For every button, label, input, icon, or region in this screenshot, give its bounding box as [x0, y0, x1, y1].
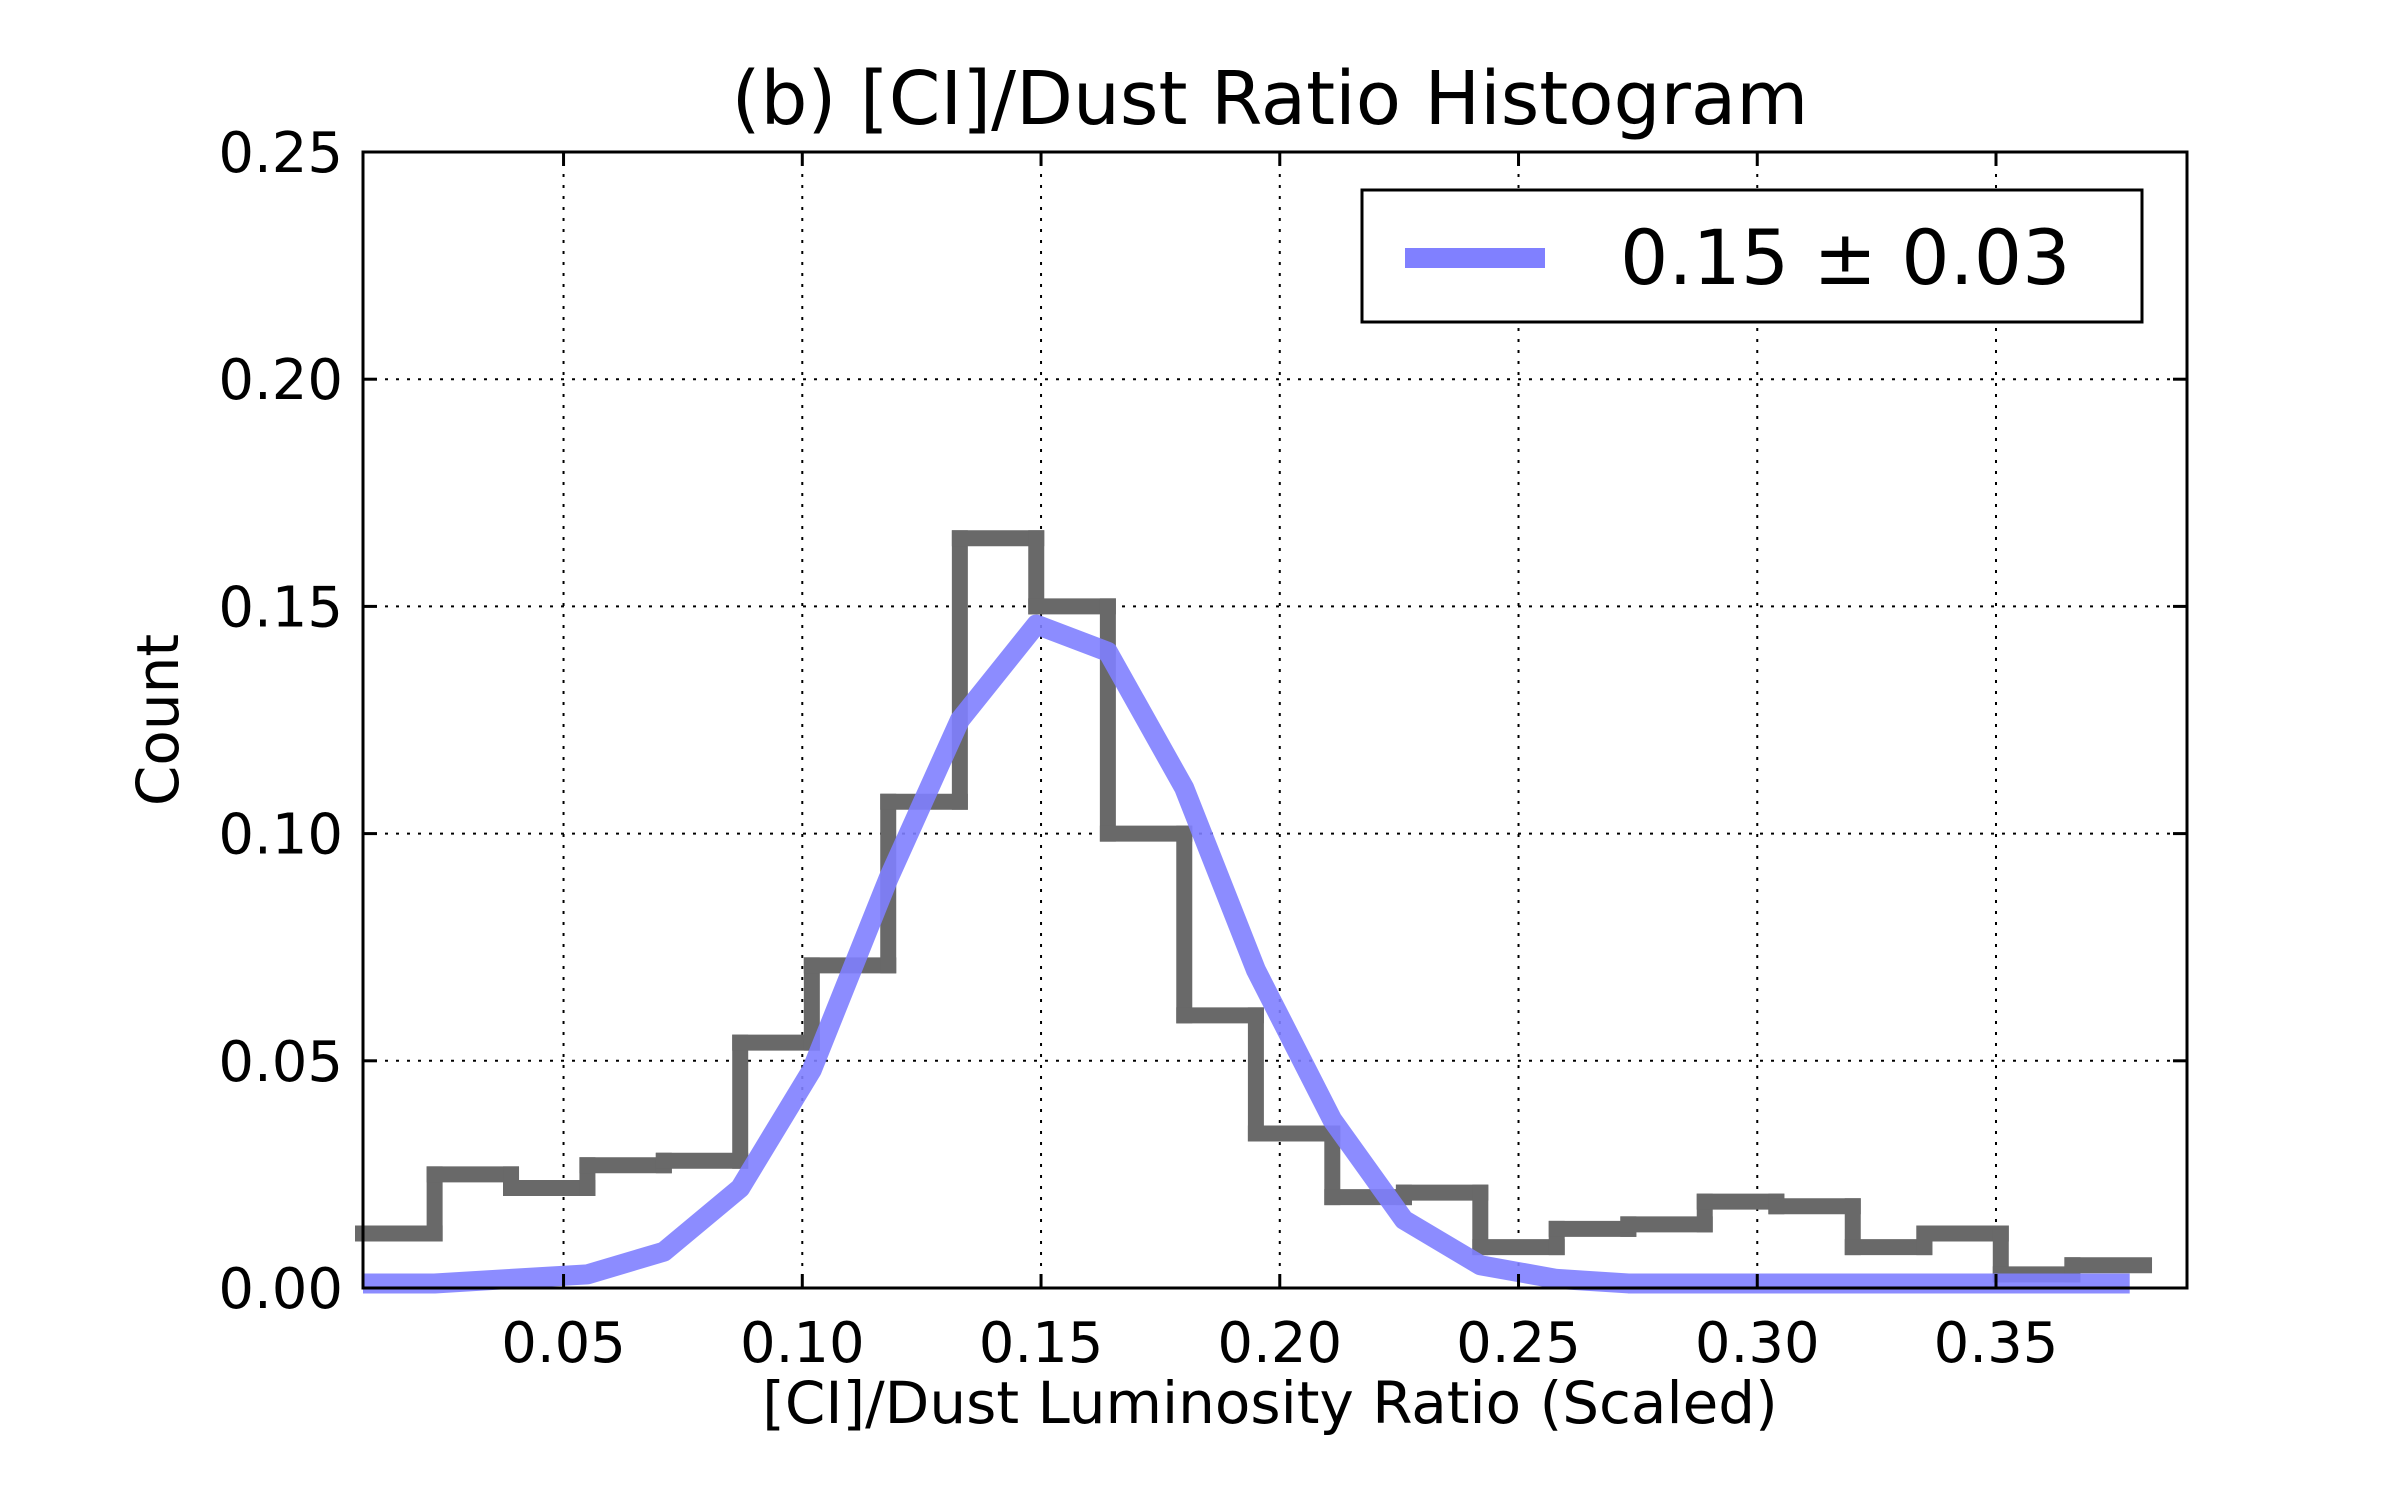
plot-frame	[361, 150, 2189, 1290]
x-tick-labels: 0.05 0.10 0.15 0.20 0.25 0.30 0.35	[501, 1311, 2058, 1376]
y-tick-label: 0.10	[218, 803, 343, 868]
chart-title: (b) [CI]/Dust Ratio Histogram	[732, 56, 1809, 142]
legend: 0.15 ± 0.03	[1360, 188, 2144, 324]
y-tick-label: 0.20	[218, 348, 343, 413]
axis-ticks	[363, 150, 2187, 1290]
y-tick-label: 0.25	[218, 121, 343, 186]
y-tick-label: 0.15	[218, 575, 343, 640]
y-tick-label: 0.05	[218, 1030, 343, 1095]
y-axis-title: Count	[124, 634, 192, 806]
y-tick-labels: 0.00 0.05 0.10 0.15 0.20 0.25	[218, 121, 343, 1322]
gaussian-fit-line	[363, 614, 2130, 1294]
x-tick-label: 0.05	[501, 1311, 626, 1376]
x-tick-label: 0.15	[979, 1311, 1104, 1376]
x-tick-label: 0.25	[1456, 1311, 1581, 1376]
y-tick-label: 0.00	[218, 1257, 343, 1322]
x-tick-label: 0.20	[1217, 1311, 1342, 1376]
legend-label: 0.15 ± 0.03	[1620, 213, 2070, 302]
x-tick-label: 0.30	[1695, 1311, 1820, 1376]
x-tick-label: 0.10	[740, 1311, 865, 1376]
series-layer	[355, 530, 2153, 1294]
x-axis-title: [CI]/Dust Luminosity Ratio (Scaled)	[762, 1369, 1777, 1437]
x-tick-label: 0.35	[1934, 1311, 2059, 1376]
